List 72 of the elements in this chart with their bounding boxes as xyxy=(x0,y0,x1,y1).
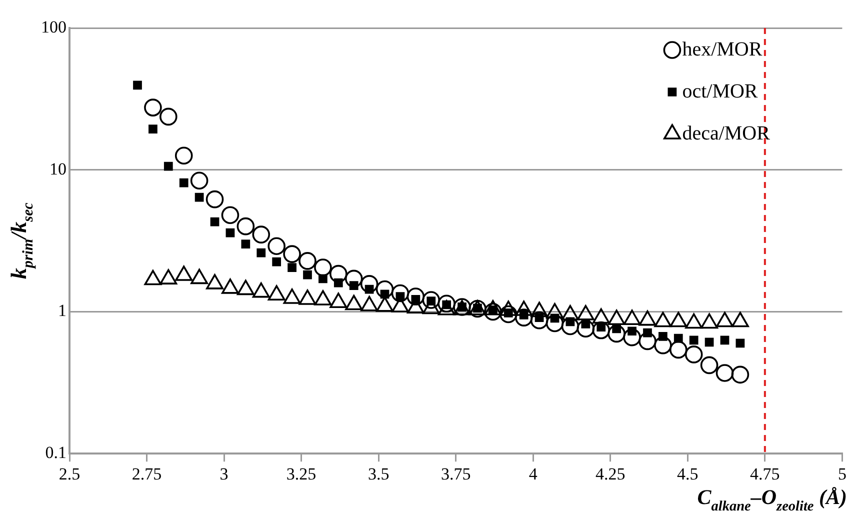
point xyxy=(241,240,250,248)
point xyxy=(272,257,282,266)
legend-label: hex/MOR xyxy=(682,38,763,60)
point xyxy=(164,162,173,171)
point xyxy=(252,226,270,244)
point xyxy=(704,338,714,347)
point xyxy=(484,302,502,321)
y-axis-title: kprim/ksec xyxy=(6,202,37,279)
x-tick-label: 4.5 xyxy=(677,464,698,484)
x-tick-label: 3.5 xyxy=(368,464,390,484)
point xyxy=(179,178,188,188)
point xyxy=(716,364,734,382)
point xyxy=(592,321,610,340)
point xyxy=(190,172,208,190)
point xyxy=(314,258,332,276)
point xyxy=(499,305,518,324)
point xyxy=(226,228,235,238)
x-tick-label: 2.5 xyxy=(58,464,80,484)
point xyxy=(221,206,240,224)
point xyxy=(561,317,580,336)
point xyxy=(210,217,220,226)
point xyxy=(608,324,626,343)
point xyxy=(144,98,162,116)
y-tick-label: 10 xyxy=(50,159,66,178)
point xyxy=(731,366,750,384)
legend-label: oct/MOR xyxy=(682,80,758,102)
x-tick-label: 3.75 xyxy=(440,464,471,484)
point xyxy=(256,248,266,258)
point xyxy=(700,356,718,374)
point xyxy=(206,190,224,208)
point xyxy=(160,108,178,126)
point xyxy=(174,146,193,165)
y-tick-label: 100 xyxy=(41,17,66,36)
point xyxy=(422,291,440,309)
point xyxy=(344,270,363,288)
point xyxy=(438,294,456,313)
point xyxy=(684,346,703,364)
point xyxy=(546,314,564,332)
y-tick-label: 0.1 xyxy=(45,443,66,462)
x-tick-label: 4.25 xyxy=(596,464,626,484)
point xyxy=(194,192,204,202)
x-tick-label: 4.75 xyxy=(750,464,780,484)
point xyxy=(283,245,301,263)
point xyxy=(148,124,158,134)
point xyxy=(303,270,312,280)
point xyxy=(376,280,394,298)
x-tick-label: 4 xyxy=(528,464,538,484)
point xyxy=(576,320,595,338)
point xyxy=(133,80,142,90)
point xyxy=(623,328,641,346)
x-tick-label: 2.75 xyxy=(132,464,162,484)
point xyxy=(288,263,296,272)
point xyxy=(530,311,548,330)
point xyxy=(736,338,745,348)
x-tick-label: 5 xyxy=(838,464,846,484)
point xyxy=(330,264,348,283)
legend-label: deca/MOR xyxy=(682,122,771,144)
point xyxy=(406,288,425,306)
point xyxy=(638,332,656,350)
point xyxy=(391,284,410,302)
point xyxy=(298,252,316,270)
x-tick-label: 3 xyxy=(220,464,228,484)
y-tick-label: 1 xyxy=(58,301,66,320)
point xyxy=(236,217,255,236)
point xyxy=(669,340,688,359)
x-tick-label: 3.25 xyxy=(286,464,316,484)
point xyxy=(720,336,730,345)
point xyxy=(360,275,378,293)
point xyxy=(689,336,698,345)
point xyxy=(514,308,533,326)
point xyxy=(268,237,286,256)
point xyxy=(654,336,672,354)
